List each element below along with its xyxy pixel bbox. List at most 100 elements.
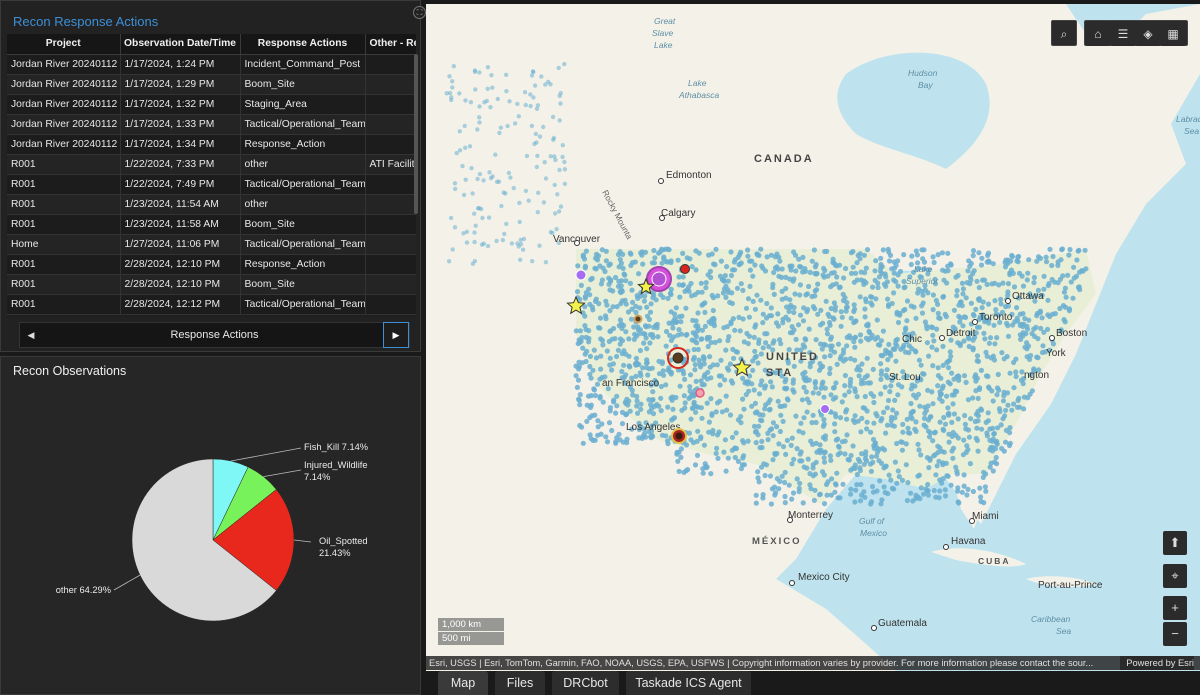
observation-point	[678, 331, 684, 337]
table-row[interactable]: Jordan River 20240112 1/17/2024, 1:34 PM R…	[7, 134, 416, 155]
layers-icon[interactable]: ◈	[1136, 22, 1160, 46]
observation-point	[827, 453, 833, 459]
column-header[interactable]: Observation Date/Time	[120, 34, 241, 55]
observation-point	[687, 372, 694, 378]
pie-chart[interactable]: Fish_Kill 7.14%Injured_Wildlife7.14%Oil_…	[1, 357, 422, 695]
column-header[interactable]: Project	[7, 34, 121, 55]
observation-point	[463, 145, 468, 150]
observation-point	[827, 365, 833, 372]
staging-star-marker[interactable]	[732, 357, 752, 377]
column-header[interactable]: Other - Resp	[365, 34, 416, 55]
wildlife-marker[interactable]	[575, 269, 587, 281]
basemap[interactable]: GreatSlaveLakeLakeAthabascaHudsonBayLabr…	[426, 4, 1200, 671]
chevron-left-icon[interactable]: ◀	[27, 330, 35, 340]
observation-point	[973, 330, 979, 336]
table-cell	[365, 234, 416, 255]
legend-icon[interactable]: ☰	[1111, 22, 1135, 46]
table-cell	[365, 294, 416, 315]
zoom-out-button[interactable]: −	[1163, 622, 1187, 646]
table-scrollbar[interactable]	[414, 54, 418, 214]
observation-point	[452, 225, 458, 230]
boom-site-marker[interactable]	[633, 314, 643, 324]
observation-point	[919, 303, 925, 309]
map-view[interactable]: Great Slave Lake Lake Athabasca Hudson Bay Labr…	[426, 4, 1200, 671]
observation-point	[630, 392, 636, 398]
zoom-in-button[interactable]: +	[1163, 596, 1187, 620]
observation-point	[828, 457, 834, 463]
incident-marker-inner[interactable]	[651, 271, 667, 287]
observation-point	[802, 336, 808, 342]
tactical-team-inner[interactable]	[675, 432, 683, 440]
observation-point	[504, 221, 509, 227]
search-icon[interactable]: ⌕	[1051, 20, 1077, 46]
observation-point	[854, 482, 860, 488]
bottom-tabs: Map Files DRCbot Taskade ICS Agent	[426, 671, 1200, 695]
tab-taskade-ics-agent[interactable]: Taskade ICS Agent	[626, 671, 751, 695]
pie-slice-oil-spotted[interactable]	[212, 489, 295, 591]
observation-point	[818, 412, 824, 418]
observation-point	[1029, 388, 1035, 394]
oil-marker[interactable]	[680, 264, 690, 274]
observation-point	[780, 444, 787, 450]
map-label-caribbean-sea: Sea	[1056, 626, 1071, 636]
observation-point	[905, 480, 911, 486]
observation-point	[793, 268, 799, 274]
observation-point	[754, 409, 760, 415]
tab-files[interactable]: Files	[495, 671, 545, 695]
table-row[interactable]: Jordan River 20240112 1/17/2024, 1:33 PM T…	[7, 114, 416, 135]
compass-icon[interactable]: ⬆	[1163, 531, 1187, 555]
table-row[interactable]: R001 1/22/2024, 7:49 PM Tactical/Operation…	[7, 174, 416, 195]
observation-point	[854, 394, 860, 400]
observation-point	[690, 317, 696, 323]
table-row[interactable]: R001 1/22/2024, 7:33 PM other ATI Facility	[7, 154, 416, 175]
qr-code-icon[interactable]: ▦	[1161, 22, 1185, 46]
map-label-lake-athabasca: Lake	[688, 78, 707, 88]
observation-point	[623, 372, 629, 378]
observation-point	[1025, 270, 1031, 276]
table-row[interactable]: R001 2/28/2024, 12:12 PM Tactical/Operatio…	[7, 294, 416, 315]
staging-star-marker[interactable]	[566, 295, 586, 315]
observation-point	[698, 378, 704, 384]
chevron-right-icon[interactable]: ▶	[383, 322, 409, 348]
tab-drcbot[interactable]: DRCbot	[552, 671, 619, 695]
incident-command-marker[interactable]	[672, 352, 684, 364]
pie-slice-other[interactable]	[131, 458, 277, 622]
locate-icon[interactable]: ⌖	[1163, 564, 1187, 588]
powered-by-esri[interactable]: Powered by Esri	[1120, 656, 1194, 670]
table-row[interactable]: Jordan River 20240112 1/17/2024, 1:32 PM S…	[7, 94, 416, 115]
observation-point	[990, 425, 996, 431]
table-row[interactable]: R001 2/28/2024, 12:10 PM Response_Action	[7, 254, 416, 275]
observation-point	[999, 309, 1006, 315]
tab-map[interactable]: Map	[438, 671, 488, 695]
observation-point	[919, 247, 925, 253]
table-row[interactable]: R001 1/23/2024, 11:54 AM other	[7, 194, 416, 215]
response-marker[interactable]	[695, 388, 705, 398]
observation-point	[522, 90, 528, 95]
table-row[interactable]: Jordan River 20240112 1/17/2024, 1:29 PM B…	[7, 74, 416, 95]
observation-point	[650, 389, 656, 395]
observation-point	[1004, 320, 1010, 326]
observation-point	[750, 367, 756, 373]
observation-point	[658, 395, 664, 401]
observation-point	[821, 417, 827, 423]
table-row[interactable]: Jordan River 20240112 1/17/2024, 1:24 PM I…	[7, 54, 416, 75]
observation-point	[693, 409, 699, 415]
column-header[interactable]: Response Actions	[240, 34, 366, 55]
observation-point	[446, 259, 452, 264]
home-icon[interactable]: ⌂	[1086, 22, 1110, 46]
incident-markers[interactable]	[566, 264, 830, 444]
expand-icon[interactable]: ⛶	[413, 6, 426, 19]
city-marker	[943, 544, 949, 550]
observation-point	[908, 490, 914, 496]
observation-point	[713, 450, 719, 456]
response-actions-table[interactable]: Project Observation Date/Time Response A…	[7, 34, 416, 317]
observation-point	[741, 453, 747, 459]
table-row[interactable]: R001 1/23/2024, 11:58 AM Boom_Site	[7, 214, 416, 235]
staging-star-marker[interactable]	[637, 277, 655, 295]
incident-command-ring[interactable]	[667, 347, 689, 369]
observation-point	[821, 455, 827, 461]
table-row[interactable]: Home 1/27/2024, 11:06 PM Tactical/Operatio…	[7, 234, 416, 255]
observation-point	[839, 314, 845, 320]
wildlife-marker[interactable]	[820, 404, 830, 414]
table-row[interactable]: R001 2/28/2024, 12:10 PM Boom_Site	[7, 274, 416, 295]
